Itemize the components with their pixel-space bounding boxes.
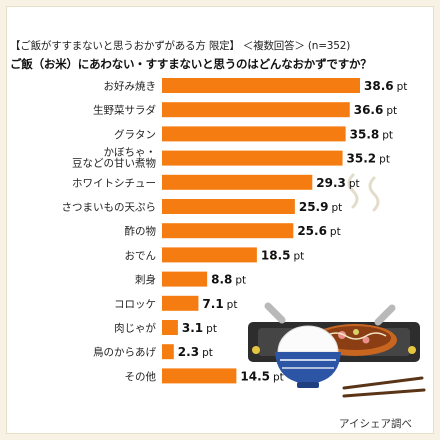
chart-frame (6, 6, 434, 434)
bar (162, 150, 343, 166)
value-label: 25.9 pt (299, 200, 342, 214)
spatula-icon (374, 304, 396, 326)
category-label: コロッケ (114, 298, 156, 310)
value-label: 7.1 pt (202, 297, 237, 311)
bar (162, 344, 174, 360)
value-label: 35.2 pt (347, 152, 390, 166)
bracket-title: 【ご飯がすすまないと思うおかずがある方 限定】 (10, 40, 240, 52)
bowl-foot (297, 382, 319, 388)
category-label: さつまいもの天ぷら (62, 202, 157, 214)
source-note: アイシェア調べ (339, 418, 412, 430)
okonomiyaki-topping (353, 329, 359, 335)
survey-condition: 【ご飯がすすまないと思うおかずがある方 限定】 ＜複数回答＞ (n=352) (10, 38, 430, 53)
mayonnaise-line (325, 332, 387, 340)
category-label: その他 (125, 370, 157, 383)
bar (162, 295, 199, 311)
bar (162, 102, 350, 118)
spatula-icon (264, 302, 286, 324)
value-label: 8.8 pt (211, 273, 246, 287)
hotplate-knob-icon (408, 346, 416, 354)
category-label: 酢の物 (125, 225, 157, 238)
value-label: 2.3 pt (178, 345, 213, 359)
bar (162, 126, 346, 142)
category-label: ホワイトシチュー (72, 177, 156, 189)
sample-size: (n=352) (307, 40, 351, 52)
category-label: 刺身 (135, 273, 156, 286)
category-label: お好み焼き (104, 81, 157, 93)
value-label: 3.1 pt (182, 321, 217, 335)
value-label: 25.6 pt (297, 224, 340, 238)
category-label: グラタン (114, 128, 156, 141)
category-label: 鳥のからあげ (93, 346, 156, 359)
bar (162, 247, 257, 263)
chopsticks-icon (342, 376, 424, 390)
steam-icon (347, 173, 359, 209)
steam-icon (368, 176, 380, 212)
hotplate-knob-icon (252, 346, 260, 354)
question-title: ご飯（お米）にあわない・すすまないと思うのはどんなおかずですか？ (10, 57, 372, 71)
okonomiyaki-topping (362, 336, 370, 344)
rice-icon (277, 325, 339, 353)
category-label: 肉じゃが (114, 322, 156, 335)
value-label: 14.5 pt (240, 369, 283, 383)
bar (162, 199, 295, 214)
bar (162, 368, 237, 384)
value-label: 35.8 pt (350, 127, 393, 141)
category-label: かぼちゃ・豆などの甘い煮物 (72, 147, 156, 170)
bar (162, 223, 294, 239)
value-label: 18.5 pt (261, 248, 304, 262)
chopsticks-icon (342, 388, 426, 398)
chart-header: 【ご飯がすすまないと思うおかずがある方 限定】 ＜複数回答＞ (n=352) ご… (10, 38, 430, 72)
question-type: ＜複数回答＞ (242, 40, 305, 52)
bar (162, 271, 208, 287)
category-label: おでん (125, 250, 157, 262)
value-label: 29.3 pt (316, 176, 359, 190)
category-label: 生野菜サラダ (93, 104, 156, 117)
bar (162, 174, 313, 190)
bar (162, 320, 178, 335)
bars-group: お好み焼き 38.6 pt 生野菜サラダ 36.6 pt グラタン 35.8 pt かぼちゃ・豆な… (62, 78, 407, 384)
bar (162, 78, 360, 93)
food-illustration (248, 173, 426, 398)
value-label: 38.6 pt (364, 79, 407, 93)
value-label: 36.6 pt (354, 103, 397, 117)
